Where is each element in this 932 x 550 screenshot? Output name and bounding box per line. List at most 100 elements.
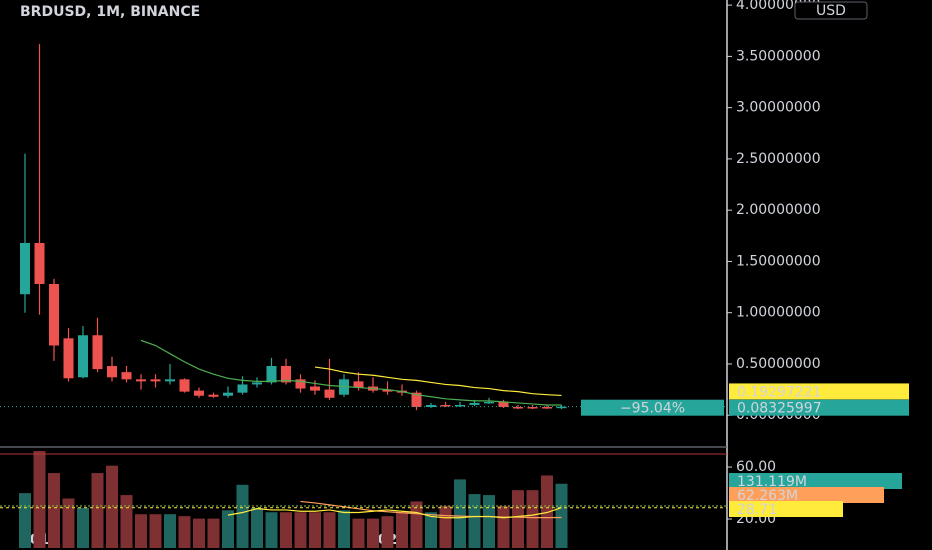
y-tick-label: 1.00000000 xyxy=(736,305,821,321)
last-price-label-box xyxy=(729,399,909,416)
currency-button[interactable] xyxy=(794,1,868,20)
candle-body xyxy=(78,335,88,378)
candle-body xyxy=(34,242,45,284)
indicator-label-box xyxy=(729,501,843,517)
volume-bar xyxy=(135,514,147,548)
volume-bar xyxy=(555,483,568,548)
volume-ma-label-box xyxy=(729,487,884,503)
y-tick-label: 2.00000000 xyxy=(736,202,821,218)
volume-bar xyxy=(541,475,553,548)
candle-body xyxy=(20,242,30,295)
volume-bar xyxy=(106,465,118,548)
candle-body xyxy=(194,390,204,396)
volume-bar xyxy=(164,514,176,548)
volume-bar xyxy=(222,510,234,548)
ma-value-label: 0.19297221 xyxy=(737,384,822,400)
volume-ma-line xyxy=(300,500,562,519)
volume-bar xyxy=(410,501,423,548)
candle-body xyxy=(208,394,219,397)
volume-bar xyxy=(207,518,220,548)
candle-body xyxy=(223,392,233,396)
volume-bar xyxy=(425,512,437,548)
volume-bar xyxy=(251,507,263,548)
candle-body xyxy=(150,379,161,382)
candle-body xyxy=(237,384,248,393)
indicator-label: 28.71 xyxy=(737,502,777,518)
volume-bar xyxy=(149,514,162,548)
volume-bar xyxy=(367,518,379,548)
y-tick-label: 0.50000000 xyxy=(736,356,821,372)
candle-body xyxy=(121,372,132,380)
candle-body xyxy=(469,402,480,405)
volume-bar xyxy=(512,490,524,548)
volume-label: 131.119M xyxy=(737,474,807,490)
volume-ma-label: 62.263M xyxy=(737,488,798,504)
moving-average xyxy=(314,366,562,397)
volume-bar xyxy=(338,510,350,548)
candle-body xyxy=(63,338,74,379)
change-label: −95.04% xyxy=(620,401,685,417)
ma-value-label-box xyxy=(729,383,909,400)
candle-body xyxy=(310,386,320,391)
volume-bar xyxy=(294,512,307,548)
candle-body xyxy=(498,401,509,408)
indicator-line xyxy=(227,507,562,519)
candle-body xyxy=(266,366,277,383)
volume-label-box xyxy=(729,473,902,489)
last-price-label: 0.08325997 xyxy=(737,401,822,417)
chart-title: BRDUSD, 1M, BINANCE xyxy=(20,4,200,20)
candle-body xyxy=(542,407,552,409)
candle-body xyxy=(92,335,103,370)
volume-bar xyxy=(77,507,89,548)
candle-body xyxy=(382,389,393,392)
candle-body xyxy=(281,366,291,383)
y-tick-label: 3.50000000 xyxy=(736,48,821,64)
candle-body xyxy=(527,407,538,409)
y-tick-label: 2.50000000 xyxy=(736,151,821,167)
volume-bar xyxy=(91,473,104,548)
currency-label[interactable]: USD xyxy=(816,3,846,19)
candle-body xyxy=(295,379,306,389)
volume-bar xyxy=(120,495,133,548)
volume-bar xyxy=(236,484,249,548)
volume-bar xyxy=(497,505,510,548)
volume-bar xyxy=(193,518,205,548)
volume-bar xyxy=(454,479,466,548)
volume-bar xyxy=(48,473,60,548)
y-tick-label: 1.50000000 xyxy=(736,253,821,269)
candle-body xyxy=(484,401,494,404)
volume-bar xyxy=(19,493,31,548)
candle-body xyxy=(179,379,190,392)
volume-bar xyxy=(439,505,452,548)
volume-bar xyxy=(526,490,539,548)
candle-body xyxy=(324,389,335,398)
volume-bar xyxy=(62,498,75,548)
candle-body xyxy=(49,283,59,346)
volume-bar xyxy=(309,512,321,548)
candle-body xyxy=(107,366,117,378)
volume-bar xyxy=(483,495,495,548)
volume-bar xyxy=(352,518,365,548)
candle-body xyxy=(440,404,451,407)
candle-body xyxy=(455,404,465,407)
change-label-box xyxy=(581,399,724,416)
y-tick-label: 3.00000000 xyxy=(736,100,821,116)
volume-bar xyxy=(265,512,278,548)
candle-body xyxy=(165,379,175,382)
volume-bar xyxy=(468,494,481,548)
candle-body xyxy=(411,392,422,408)
candle-body xyxy=(252,382,262,385)
volume-bar xyxy=(280,512,292,548)
candle-body xyxy=(513,407,523,409)
candle-body xyxy=(556,406,567,409)
candle-body xyxy=(426,404,436,408)
candle-body xyxy=(353,381,364,388)
volume-bar xyxy=(323,512,336,548)
y-tick-label: 60.00 xyxy=(736,459,776,475)
candle-body xyxy=(136,379,146,382)
volume-bar xyxy=(33,450,46,548)
moving-average xyxy=(140,339,562,406)
volume-bar xyxy=(381,516,394,548)
volume-bar xyxy=(178,516,191,548)
